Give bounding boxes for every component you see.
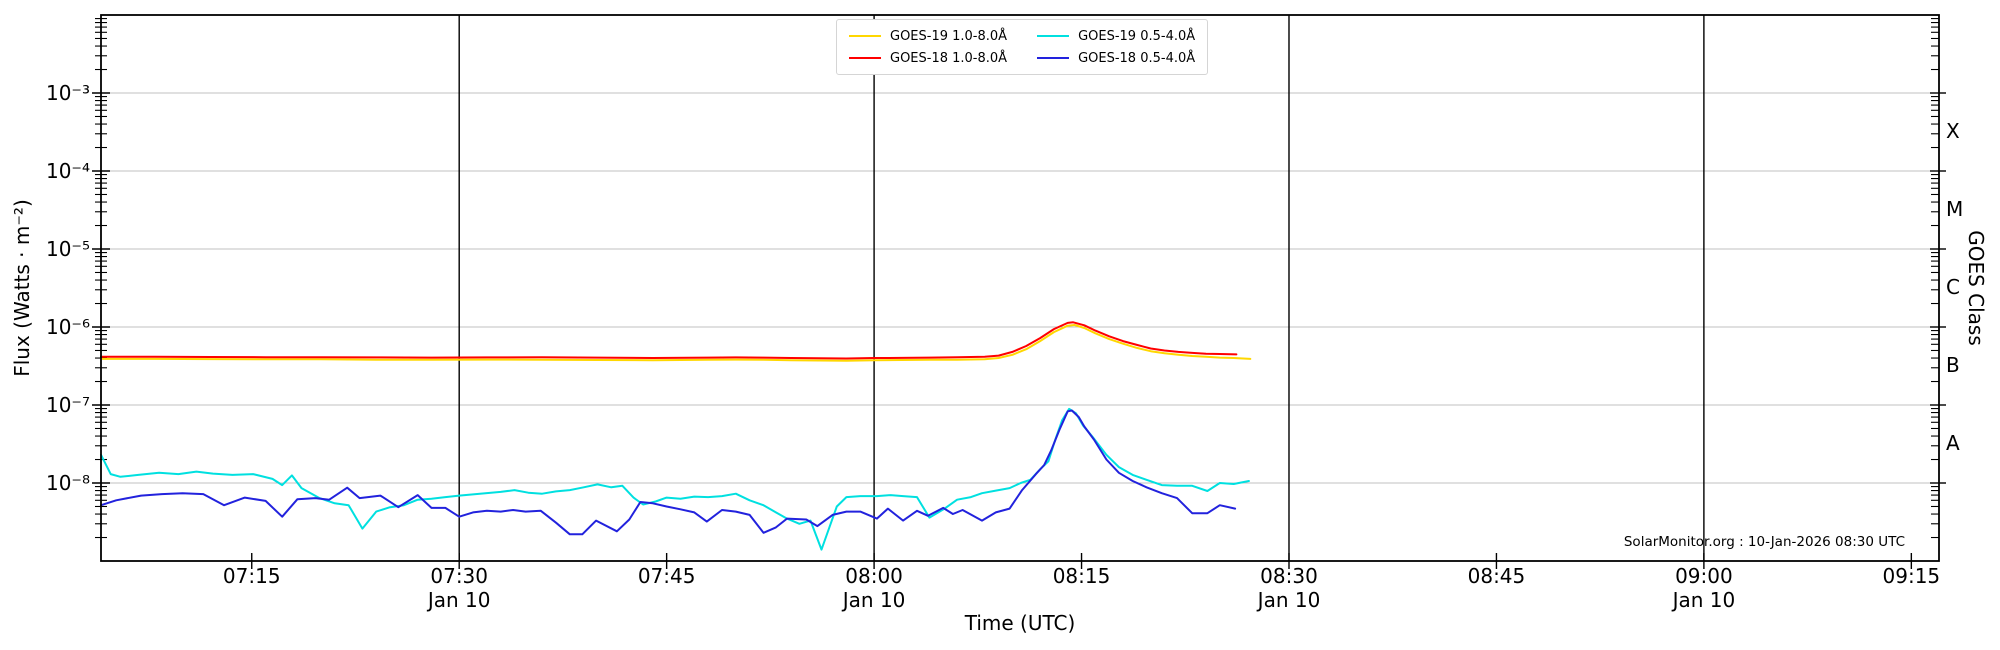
y-tick-label: 10⁻⁵	[45, 237, 90, 261]
legend-item-goes18-short: GOES-18 0.5-4.0Å	[1037, 51, 1195, 66]
x-date-label: Jan 10	[842, 588, 906, 612]
legend: GOES-19 1.0-8.0Å GOES-18 1.0-8.0Å GOES-1…	[836, 19, 1208, 75]
goes-class-label: B	[1946, 353, 1960, 377]
legend-label: GOES-18 1.0-8.0Å	[890, 50, 1008, 66]
series-line-goes-19-1-0-8-0	[100, 324, 1252, 362]
goes-class-label: X	[1946, 119, 1960, 143]
y-tick-label: 10⁻⁴	[45, 159, 90, 183]
series-line-goes-18-1-0-8-0	[100, 321, 1238, 360]
x-date-label: Jan 10	[427, 588, 491, 612]
y-tick-label: 10⁻⁷	[45, 393, 90, 417]
series-line-goes-19-0-5-4-0	[100, 407, 1250, 551]
y-tick-label: 10⁻⁶	[45, 315, 90, 339]
x-date-label: Jan 10	[1672, 588, 1736, 612]
legend-line-swatch-yellow	[849, 35, 881, 37]
x-tick-label: 09:15	[1882, 564, 1941, 588]
legend-label: GOES-18 0.5-4.0Å	[1078, 50, 1196, 66]
x-tick-label: 08:15	[1052, 564, 1111, 588]
y-tick-label: 10⁻⁸	[45, 471, 90, 495]
y-tick-label: 10⁻³	[45, 81, 90, 105]
x-axis-title: Time (UTC)	[964, 611, 1076, 635]
goes-class-label: A	[1946, 431, 1960, 455]
legend-line-swatch-cyan	[1037, 35, 1070, 37]
x-date-label: Jan 10	[1257, 588, 1321, 612]
x-tick-label: 07:45	[637, 564, 696, 588]
goes-class-axis-title: GOES Class	[1964, 230, 1988, 346]
legend-label: GOES-19 1.0-8.0Å	[890, 28, 1008, 44]
legend-line-swatch-blue	[1037, 57, 1070, 59]
plot-border	[100, 14, 1940, 562]
x-tick-label: 08:00	[845, 564, 903, 588]
series-line-goes-18-0-5-4-0	[100, 409, 1237, 536]
x-tick-label: 07:15	[222, 564, 281, 588]
legend-item-goes19-long: GOES-19 1.0-8.0Å	[849, 29, 1007, 44]
x-tick-label: 07:30	[430, 564, 489, 588]
x-tick-label: 08:45	[1467, 564, 1526, 588]
legend-item-goes19-short: GOES-19 0.5-4.0Å	[1037, 29, 1195, 44]
y-axis-title: Flux (Watts · m⁻²)	[10, 199, 34, 377]
watermark-text: SolarMonitor.org : 10-Jan-2026 08:30 UTC	[1623, 534, 1905, 550]
legend-label: GOES-19 0.5-4.0Å	[1078, 28, 1196, 44]
goes-class-label: C	[1946, 275, 1960, 299]
goes-class-label: M	[1946, 197, 1964, 221]
x-tick-label: 09:00	[1675, 564, 1733, 588]
legend-line-swatch-red	[849, 57, 881, 59]
x-tick-label: 08:30	[1260, 564, 1318, 588]
legend-item-goes18-long: GOES-18 1.0-8.0Å	[849, 51, 1007, 66]
